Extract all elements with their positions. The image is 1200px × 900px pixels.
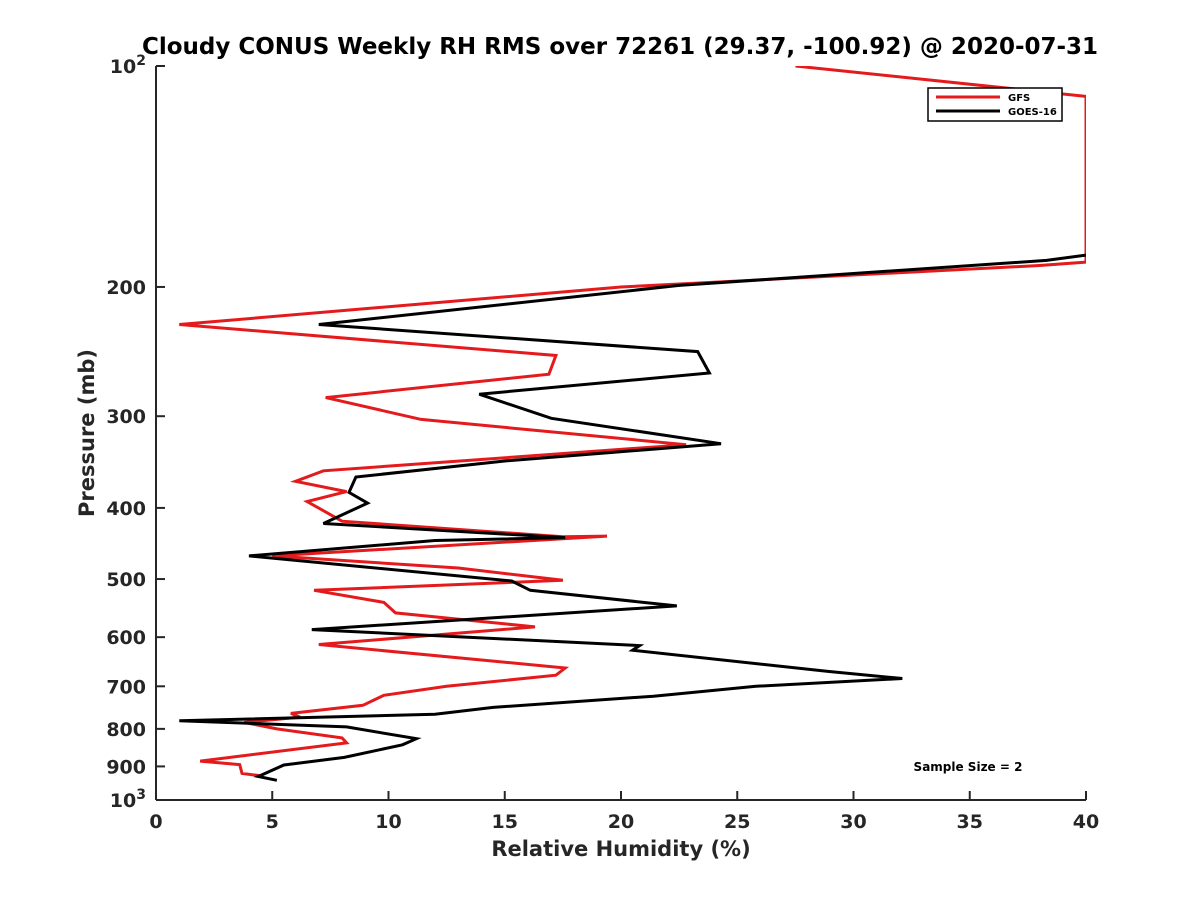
y-tick-label: 700	[106, 676, 146, 698]
y-axis-label: Pressure (mb)	[75, 349, 99, 517]
x-tick-label: 15	[492, 811, 518, 833]
y-tick-label: 500	[106, 569, 146, 591]
legend-label-gfs: GFS	[1008, 93, 1030, 104]
series-line-goes-16	[179, 253, 1086, 782]
legend-label-goes-16: GOES-16	[1008, 107, 1057, 118]
ticks-layer: 0 5 10 15 20 25 30 35 40 102 200 300 400 500 600 700 800…	[106, 53, 1099, 833]
chart-title: Cloudy CONUS Weekly RH RMS over 72261 (2…	[142, 34, 1098, 60]
y-tick-label: 102	[110, 53, 146, 78]
y-tick-label: 300	[106, 406, 146, 428]
x-tick-label: 25	[724, 811, 750, 833]
y-tick-label: 900	[106, 756, 146, 778]
x-tick-label: 0	[149, 811, 162, 833]
legend-box	[927, 87, 1063, 122]
x-axis-label: Relative Humidity (%)	[491, 837, 750, 861]
x-tick-label: 20	[608, 811, 634, 833]
y-tick-label: 200	[106, 277, 146, 299]
x-tick-label: 40	[1073, 811, 1099, 833]
series-layer	[179, 66, 1086, 782]
sample-size-annotation: Sample Size = 2	[914, 760, 1023, 774]
y-tick-label: 103	[110, 787, 146, 812]
x-tick-label: 35	[957, 811, 983, 833]
x-tick-label: 10	[375, 811, 401, 833]
y-tick-label: 800	[106, 719, 146, 741]
y-tick-label: 600	[106, 627, 146, 649]
legend: GFS GOES-16	[927, 87, 1063, 122]
x-tick-label: 30	[840, 811, 866, 833]
y-tick-label: 400	[106, 498, 146, 520]
x-tick-label: 5	[266, 811, 279, 833]
